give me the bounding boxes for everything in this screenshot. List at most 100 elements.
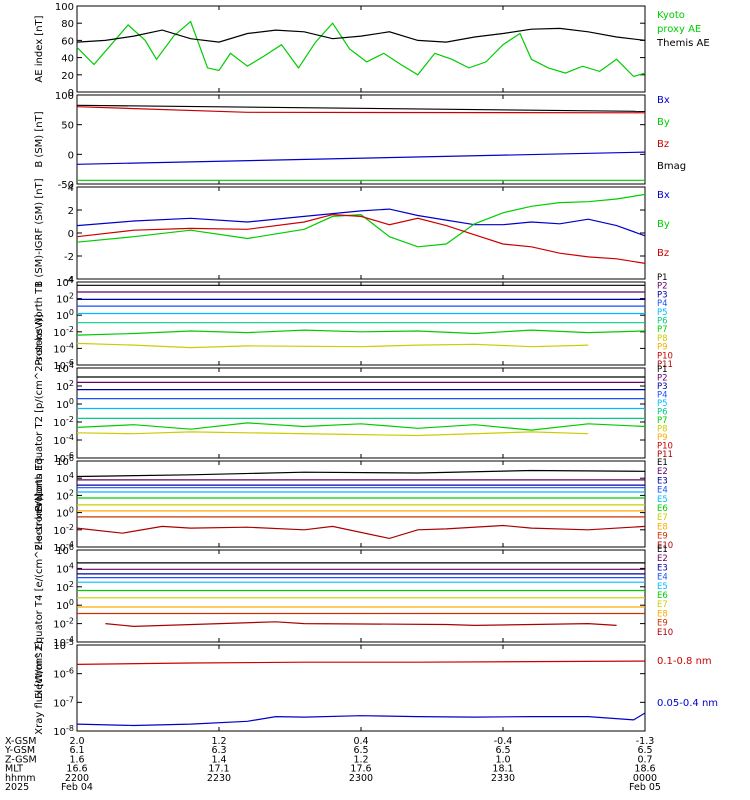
series-line bbox=[76, 524, 646, 540]
footer-row-label: MLT bbox=[5, 764, 23, 775]
legend-label: Themis AE bbox=[656, 38, 710, 49]
legend-label: Bmag bbox=[657, 161, 686, 172]
legend-label: Bz bbox=[657, 139, 669, 150]
legend-label: E3 bbox=[657, 476, 668, 486]
y-tick-label: 10-5 bbox=[53, 638, 74, 652]
legend-label: E4 bbox=[657, 486, 668, 496]
y-tick-label: 2 bbox=[68, 206, 74, 217]
legend-label: E2 bbox=[657, 554, 668, 564]
y-axis-label: Protons North T1 bbox=[34, 281, 45, 365]
legend-label: 0.1-0.8 nm bbox=[657, 656, 712, 667]
legend-label: P11 bbox=[657, 360, 673, 370]
y-tick-label: 20 bbox=[61, 71, 74, 82]
legend-label: By bbox=[657, 219, 670, 230]
legend-label: E2 bbox=[657, 467, 668, 477]
footer-value: 2300 bbox=[349, 773, 373, 784]
footer-value: 2200 bbox=[65, 773, 89, 784]
y-axis-label: Electrons Equator T4 [e/(cm^2-s-sr-keV)] bbox=[34, 493, 45, 699]
footer-row-label: Y-GSM bbox=[4, 745, 35, 756]
legend-label: E6 bbox=[657, 504, 668, 514]
legend-label: E3 bbox=[657, 563, 668, 573]
footer-value: 1.4 bbox=[211, 754, 226, 765]
y-tick-label: 10-4 bbox=[53, 433, 74, 447]
legend-label: E5 bbox=[657, 582, 668, 592]
legend-label: E9 bbox=[657, 532, 668, 542]
y-tick-label: 100 bbox=[55, 91, 74, 102]
y-tick-label: 80 bbox=[61, 19, 74, 30]
y-tick-label: 10-2 bbox=[53, 523, 74, 537]
y-tick-label: 0 bbox=[68, 88, 74, 99]
legend-label: proxy AE bbox=[657, 24, 701, 35]
y-tick-label: 50 bbox=[61, 121, 74, 132]
legend-label: E7 bbox=[657, 513, 668, 523]
footer-value: 1.0 bbox=[495, 754, 510, 765]
legend-label: E5 bbox=[657, 495, 668, 505]
y-tick-label: 100 bbox=[56, 308, 74, 322]
series-line bbox=[76, 342, 589, 349]
footer-row-label: 2025 bbox=[5, 782, 29, 793]
legend-label: E1 bbox=[657, 545, 668, 555]
series-line bbox=[76, 151, 646, 165]
footer-value: 1.2 bbox=[211, 736, 226, 747]
series-line bbox=[76, 104, 646, 112]
legend-label: P4 bbox=[657, 391, 668, 401]
footer-value: 18.6 bbox=[634, 764, 655, 775]
footer-row-label: X-GSM bbox=[5, 736, 36, 747]
y-tick-label: 100 bbox=[56, 506, 74, 520]
legend-label: P2 bbox=[657, 374, 668, 384]
panel-frame bbox=[76, 549, 646, 643]
footer-value: Feb 04 bbox=[61, 782, 93, 793]
legend-label: Bx bbox=[657, 95, 670, 106]
footer-value: 18.1 bbox=[492, 764, 513, 775]
y-tick-label: 10-2 bbox=[53, 325, 74, 339]
footer-value: 6.3 bbox=[211, 745, 226, 756]
footer-value: 17.6 bbox=[350, 764, 371, 775]
legend-label: P9 bbox=[657, 343, 668, 353]
legend-label: E7 bbox=[657, 600, 668, 610]
legend-label: P1 bbox=[657, 273, 668, 283]
series-line bbox=[76, 422, 646, 431]
y-tick-label: 0 bbox=[68, 150, 74, 161]
footer-value: 2330 bbox=[491, 773, 515, 784]
series-line bbox=[76, 193, 646, 248]
y-axis-label: B (SM)-IGRF (SM) [nT] bbox=[34, 178, 45, 287]
legend-label: P5 bbox=[657, 399, 668, 409]
footer-value: 16.6 bbox=[66, 764, 87, 775]
legend-label: P9 bbox=[657, 433, 668, 443]
legend-label: P3 bbox=[657, 290, 668, 300]
legend-label: P7 bbox=[657, 416, 668, 426]
series-line bbox=[76, 712, 646, 727]
y-tick-label: 102 bbox=[56, 292, 74, 306]
legend-label: E6 bbox=[657, 591, 668, 601]
y-tick-label: 100 bbox=[55, 2, 74, 13]
panel-frame bbox=[76, 644, 646, 732]
y-tick-label: 4 bbox=[68, 183, 74, 194]
legend-label: E9 bbox=[657, 619, 668, 629]
footer-value: 0.7 bbox=[637, 754, 652, 765]
y-tick-label: -4 bbox=[64, 275, 74, 286]
panel-frame bbox=[76, 367, 646, 459]
y-tick-label: 40 bbox=[61, 54, 74, 65]
panel-frame bbox=[76, 281, 646, 366]
series-line bbox=[76, 660, 646, 665]
y-tick-label: 10-7 bbox=[53, 695, 74, 709]
legend-label: P1 bbox=[657, 365, 668, 375]
series-line bbox=[76, 213, 646, 264]
legend-label: By bbox=[657, 117, 670, 128]
legend-label: P3 bbox=[657, 382, 668, 392]
y-tick-label: 106 bbox=[56, 543, 74, 557]
footer-value: 2.0 bbox=[69, 736, 84, 747]
legend-label: P6 bbox=[657, 408, 668, 418]
y-tick-label: 100 bbox=[56, 397, 74, 411]
series-line bbox=[105, 621, 617, 628]
legend-label: P6 bbox=[657, 317, 668, 327]
y-tick-label: 10-4 bbox=[53, 341, 74, 355]
legend-label: E1 bbox=[657, 458, 668, 468]
y-tick-label: -50 bbox=[58, 180, 74, 191]
footer-value: Feb 05 bbox=[629, 782, 661, 793]
y-tick-label: 10-2 bbox=[53, 617, 74, 631]
y-tick-label: 10-2 bbox=[53, 415, 74, 429]
legend-label: E4 bbox=[657, 573, 668, 583]
series-line bbox=[76, 208, 646, 237]
